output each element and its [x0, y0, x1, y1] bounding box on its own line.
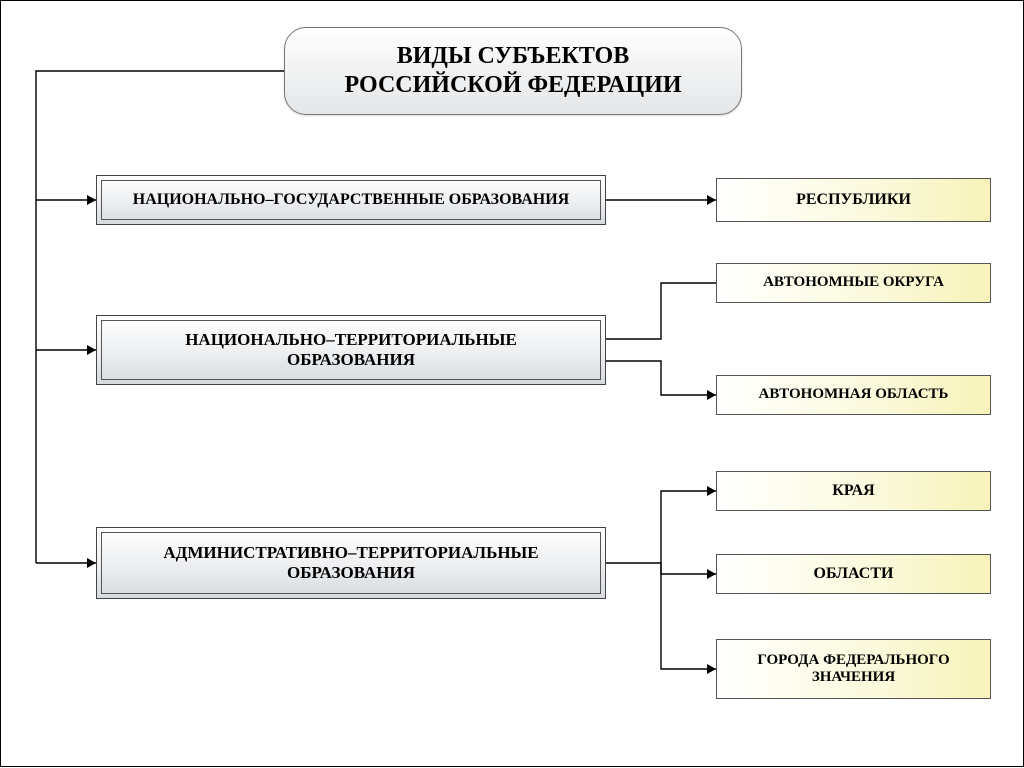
arrowhead-m1-leaf1 — [707, 195, 716, 205]
main-box-national-state: НАЦИОНАЛЬНО–ГОСУДАРСТВЕННЫЕ ОБРАЗОВАНИЯ — [96, 175, 606, 225]
arrowhead-m3-leaf6 — [707, 664, 716, 674]
main-box-national-territorial: НАЦИОНАЛЬНО–ТЕРРИТОРИАЛЬНЫЕ ОБРАЗОВАНИЯ — [96, 315, 606, 385]
arrowhead-to-main1 — [87, 195, 96, 205]
edge-m2-leaf3 — [606, 361, 716, 395]
main-box-label: НАЦИОНАЛЬНО–ГОСУДАРСТВЕННЫЕ ОБРАЗОВАНИЯ — [133, 190, 569, 209]
leaf-label: ГОРОДА ФЕДЕРАЛЬНОГО ЗНАЧЕНИЯ — [757, 652, 949, 687]
arrowhead-m3-leaf4 — [707, 486, 716, 496]
main-box-label: НАЦИОНАЛЬНО–ТЕРРИТОРИАЛЬНЫЕ ОБРАЗОВАНИЯ — [185, 330, 517, 371]
arrowhead-to-main2 — [87, 345, 96, 355]
leaf-oblasts: ОБЛАСТИ — [716, 554, 991, 594]
arrowhead-to-main3 — [87, 558, 96, 568]
title-text: ВИДЫ СУБЪЕКТОВ РОССИЙСКОЙ ФЕДЕРАЦИИ — [344, 42, 681, 100]
leaf-krais: КРАЯ — [716, 471, 991, 511]
leaf-autonomous-okrugs: АВТОНОМНЫЕ ОКРУГА — [716, 263, 991, 303]
leaf-label: РЕСПУБЛИКИ — [796, 191, 911, 209]
edge-m3-leaf5 — [661, 563, 716, 574]
leaf-federal-cities: ГОРОДА ФЕДЕРАЛЬНОГО ЗНАЧЕНИЯ — [716, 639, 991, 699]
diagram-canvas: ВИДЫ СУБЪЕКТОВ РОССИЙСКОЙ ФЕДЕРАЦИИ НАЦИ… — [1, 1, 1023, 766]
edge-m3-leaf4 — [661, 491, 716, 563]
edge-m3-leaf6 — [661, 563, 716, 669]
main-box-administrative-territorial: АДМИНИСТРАТИВНО–ТЕРРИТОРИАЛЬНЫЕ ОБРАЗОВА… — [96, 527, 606, 599]
title-box: ВИДЫ СУБЪЕКТОВ РОССИЙСКОЙ ФЕДЕРАЦИИ — [284, 27, 742, 115]
leaf-label: АВТОНОМНЫЕ ОКРУГА — [763, 274, 944, 291]
arrowhead-m2-leaf3 — [707, 390, 716, 400]
main-box-label: АДМИНИСТРАТИВНО–ТЕРРИТОРИАЛЬНЫЕ ОБРАЗОВА… — [163, 543, 538, 584]
leaf-republics: РЕСПУБЛИКИ — [716, 178, 991, 222]
leaf-label: КРАЯ — [832, 482, 874, 500]
leaf-label: ОБЛАСТИ — [814, 565, 894, 583]
leaf-autonomous-oblast: АВТОНОМНАЯ ОБЛАСТЬ — [716, 375, 991, 415]
arrowhead-m3-leaf5 — [707, 569, 716, 579]
leaf-label: АВТОНОМНАЯ ОБЛАСТЬ — [759, 386, 949, 403]
